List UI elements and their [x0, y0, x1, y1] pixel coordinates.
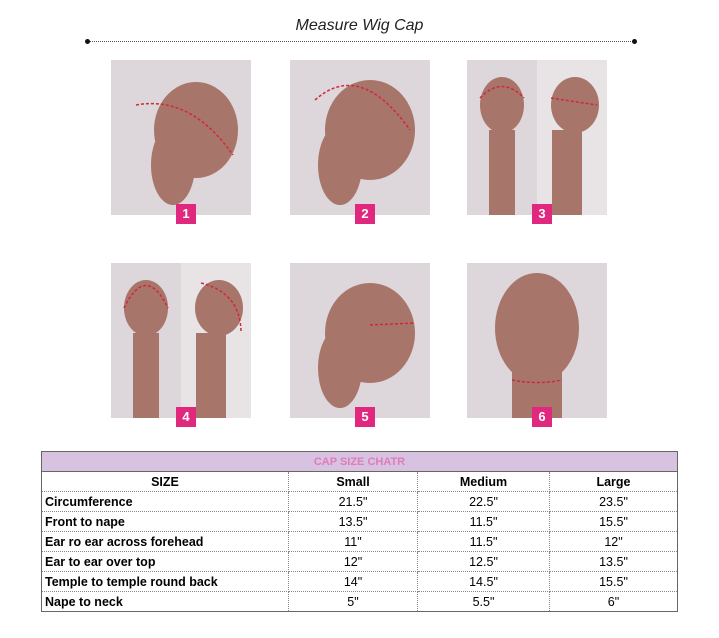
size-value: 13.5"	[549, 551, 678, 572]
size-value: 12.5"	[417, 551, 550, 572]
size-value: 14"	[288, 571, 418, 592]
size-value: 11"	[288, 531, 418, 552]
size-value: 23.5"	[549, 491, 678, 512]
step-badge: 3	[532, 204, 552, 224]
mannequin-photo-3	[467, 60, 607, 215]
table-row: Circumference 21.5" 22.5" 23.5"	[41, 491, 678, 512]
table-row: Nape to neck 5" 5.5" 6"	[41, 591, 678, 612]
table-row: Temple to temple round back 14" 14.5" 15.5"	[41, 571, 678, 592]
header-medium: Medium	[417, 471, 550, 492]
mannequin-photo-5	[290, 263, 430, 418]
size-value: 15.5"	[549, 511, 678, 532]
header-large: Large	[549, 471, 678, 492]
size-value: 13.5"	[288, 511, 418, 532]
measurement-label: Ear ro ear across forehead	[41, 531, 289, 552]
size-value: 5.5"	[417, 591, 550, 612]
size-value: 11.5"	[417, 531, 550, 552]
section-title: Measure Wig Cap	[295, 17, 424, 34]
divider	[87, 41, 635, 42]
table-caption: CAP SIZE CHATR	[41, 451, 678, 472]
size-value: 22.5"	[417, 491, 550, 512]
size-value: 5"	[288, 591, 418, 612]
step-badge: 6	[532, 407, 552, 427]
size-value: 11.5"	[417, 511, 550, 532]
size-value: 21.5"	[288, 491, 418, 512]
measurement-label: Nape to neck	[41, 591, 289, 612]
size-value: 12"	[288, 551, 418, 572]
measurement-label: Temple to temple round back	[41, 571, 289, 592]
mannequin-photo-2	[290, 60, 430, 215]
mannequin-photo-4	[111, 263, 251, 418]
size-value: 15.5"	[549, 571, 678, 592]
header-small: Small	[288, 471, 418, 492]
size-value: 14.5"	[417, 571, 550, 592]
cap-size-table: CAP SIZE CHATR SIZE Small Medium Large C…	[41, 451, 678, 612]
mannequin-photo-1	[111, 60, 251, 215]
step-badge: 5	[355, 407, 375, 427]
table-header-row: SIZE Small Medium Large	[41, 471, 678, 492]
table-row: Ear ro ear across forehead 11" 11.5" 12"	[41, 531, 678, 552]
step-badge: 1	[176, 204, 196, 224]
header-size: SIZE	[41, 471, 289, 492]
divider-dot	[632, 39, 637, 44]
measurement-label: Front to nape	[41, 511, 289, 532]
size-value: 12"	[549, 531, 678, 552]
step-badge: 4	[176, 407, 196, 427]
measurement-label: Ear to ear over top	[41, 551, 289, 572]
divider-dot	[85, 39, 90, 44]
table-row: Ear to ear over top 12" 12.5" 13.5"	[41, 551, 678, 572]
measurement-label: Circumference	[41, 491, 289, 512]
mannequin-photo-6	[467, 263, 607, 418]
size-value: 6"	[549, 591, 678, 612]
step-badge: 2	[355, 204, 375, 224]
table-row: Front to nape 13.5" 11.5" 15.5"	[41, 511, 678, 532]
